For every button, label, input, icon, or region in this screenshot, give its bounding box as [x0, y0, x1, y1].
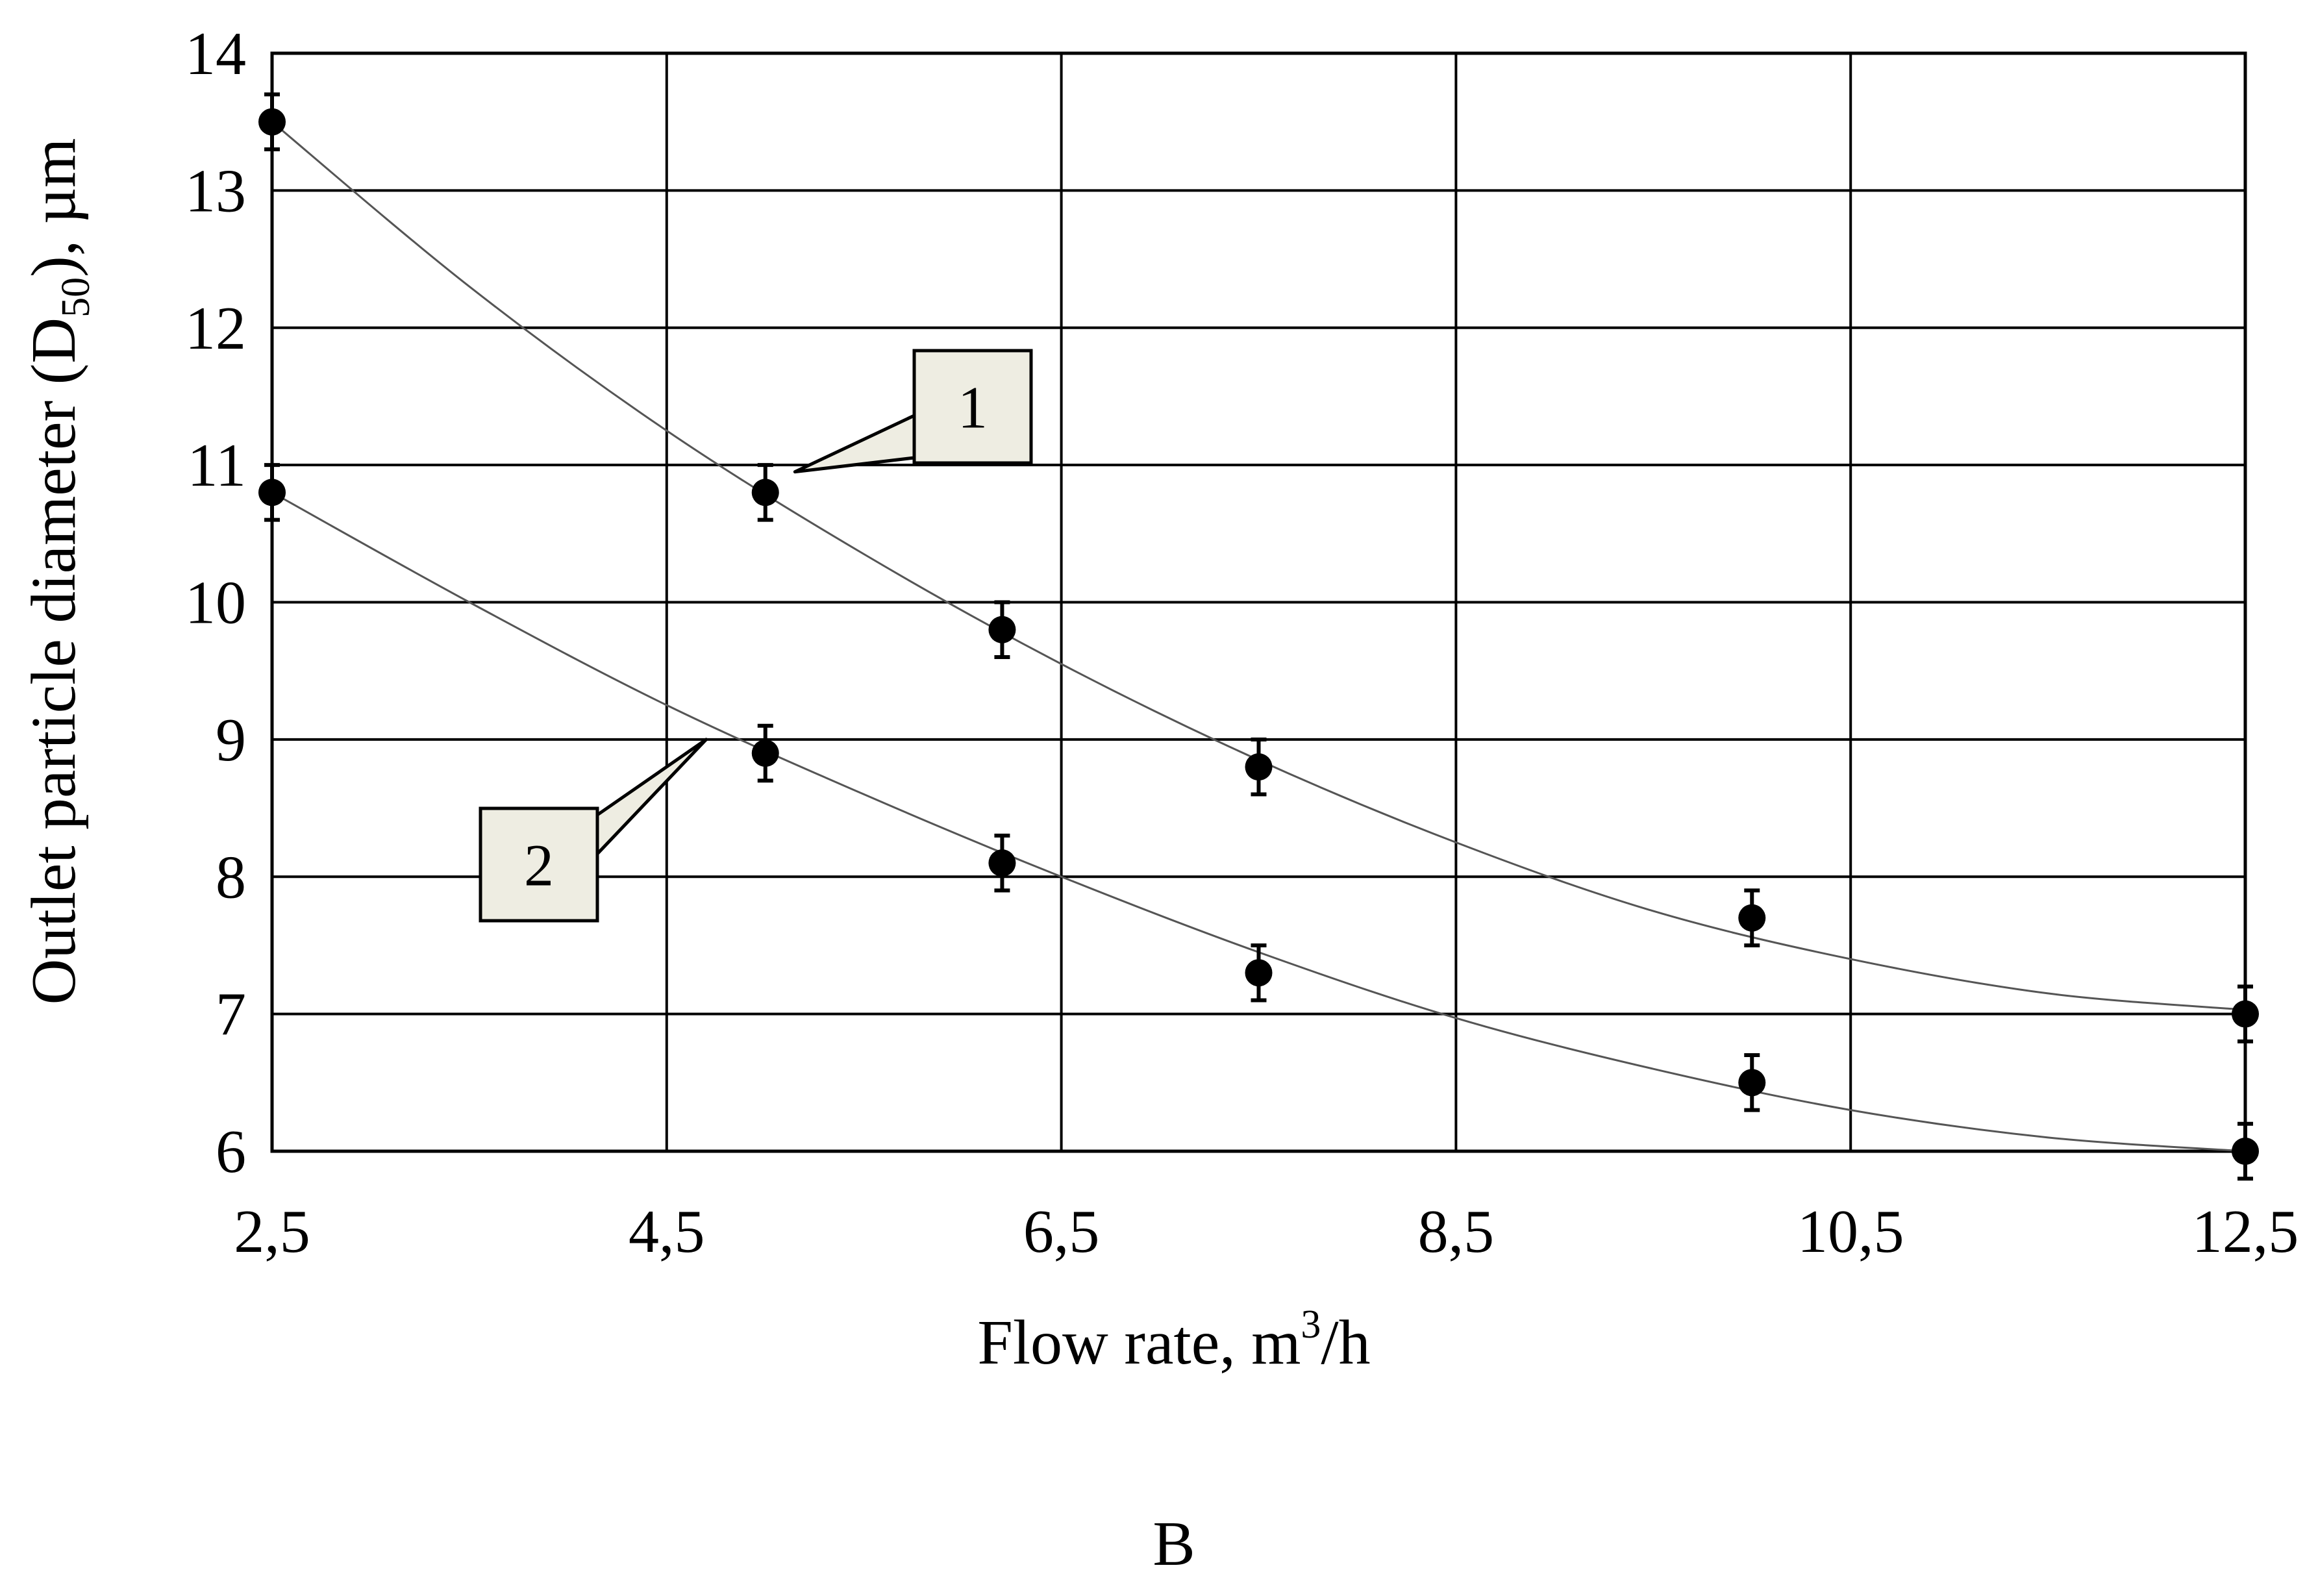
- y-tick-label: 13: [185, 157, 246, 225]
- data-point-series-1: [1245, 753, 1273, 781]
- callout-pointer: [793, 414, 916, 474]
- x-axis-title-main: Flow rate, m: [977, 1308, 1301, 1378]
- marker-layer: [258, 92, 2259, 1181]
- x-tick-label: 2,5: [234, 1198, 310, 1266]
- data-point-series-2: [2232, 1138, 2259, 1165]
- x-axis-title-tail: /h: [1321, 1308, 1370, 1378]
- y-tick-label: 12: [185, 295, 246, 362]
- callout-box: [479, 806, 599, 923]
- data-point-series-1: [258, 108, 286, 136]
- y-axis-title-main: Outlet particle diameter (D: [19, 318, 89, 1004]
- y-axis-title: Outlet particle diameter (D50), µm: [19, 138, 98, 1005]
- y-axis-title-tail: ), µm: [19, 138, 89, 277]
- data-point-series-2: [1738, 1069, 1766, 1097]
- data-point-series-1: [1738, 904, 1766, 932]
- grid-layer: [270, 51, 2247, 1153]
- callout-box: [912, 349, 1033, 465]
- trend-layer: [271, 121, 2246, 1153]
- trend-line-series-1: [271, 121, 2246, 1011]
- callout-label: 1: [958, 375, 988, 441]
- callout-2: 2: [479, 738, 708, 923]
- data-point-series-2: [1245, 959, 1273, 987]
- data-point-series-2: [258, 479, 286, 506]
- x-axis-title: Flow rate, m3/h: [977, 1303, 1370, 1378]
- x-tick-label: 12,5: [2192, 1198, 2299, 1266]
- y-tick-label: 8: [216, 843, 246, 911]
- x-tick-label: 10,5: [1797, 1198, 1904, 1266]
- data-point-series-2: [751, 740, 779, 767]
- data-point-series-1: [988, 616, 1016, 643]
- x-tick-label: 6,5: [1023, 1198, 1100, 1266]
- callout-pointer: [595, 738, 708, 856]
- y-tick-label: 9: [216, 706, 246, 774]
- data-point-series-1: [751, 479, 779, 506]
- y-tick-label: 14: [185, 20, 246, 88]
- data-point-series-2: [988, 849, 1016, 877]
- y-tick-label: 6: [216, 1118, 246, 1186]
- x-tick-label: 4,5: [629, 1198, 705, 1266]
- x-axis-title-superscript: 3: [1301, 1303, 1321, 1347]
- callout-layer: 12: [479, 349, 1033, 923]
- y-tick-label: 10: [185, 569, 246, 637]
- callout-label: 2: [524, 832, 554, 899]
- y-tick-label: 11: [187, 432, 246, 499]
- trend-line-series-2: [271, 492, 2246, 1153]
- plot-frame: [270, 51, 2247, 1153]
- y-tick-label: 7: [216, 981, 246, 1049]
- y-axis-title-subscript: 50: [54, 277, 98, 318]
- callout-1: 1: [793, 349, 1033, 474]
- panel-label: B: [1153, 1509, 1195, 1579]
- data-point-series-1: [2232, 1000, 2259, 1028]
- x-tick-label: 8,5: [1418, 1198, 1495, 1266]
